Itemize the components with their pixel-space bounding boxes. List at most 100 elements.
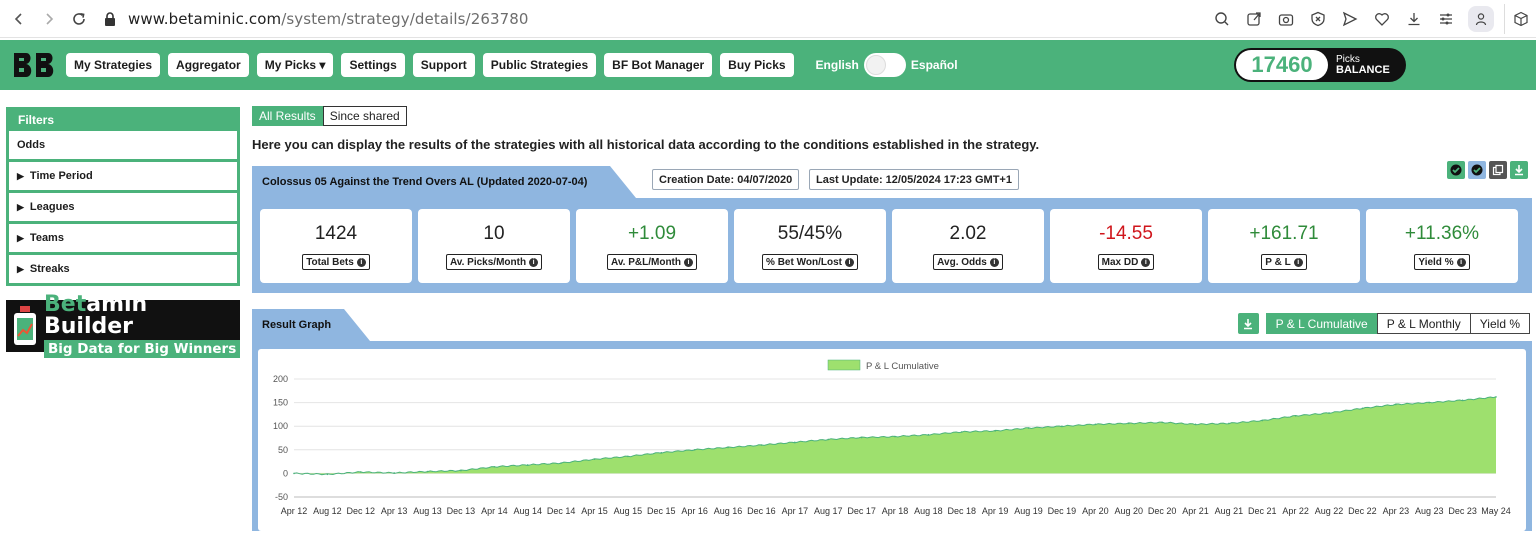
language-toggle[interactable]: [863, 53, 906, 77]
data-point: [1228, 422, 1230, 425]
stat-value: 1424: [314, 223, 358, 244]
heart-icon[interactable]: [1366, 4, 1398, 34]
yield-button[interactable]: Yield %: [1469, 313, 1530, 334]
filter-label: Streaks: [29, 263, 70, 275]
stat-label[interactable]: Avg. Odds i: [933, 254, 1003, 270]
check-shared-icon[interactable]: [1468, 161, 1486, 179]
data-point: [460, 469, 462, 472]
nav-public-strategies-button[interactable]: Public Strategies: [482, 53, 597, 77]
chart-panel: -50 0 50 100 150 200 Apr 12 Aug 12 Dec 12 Apr 13 A…: [252, 341, 1532, 531]
data-point: [1395, 403, 1397, 406]
filter-time-period[interactable]: ▶ Time Period: [9, 162, 237, 190]
profile-icon[interactable]: [1468, 6, 1494, 32]
data-point: [860, 436, 863, 439]
x-tick-label: Apr 21: [1182, 506, 1209, 516]
x-tick-label: Dec 13: [447, 506, 476, 516]
stat-label[interactable]: Av. P&L/Month i: [607, 254, 697, 270]
stat-label[interactable]: % Bet Won/Lost i: [762, 254, 858, 270]
stat-value: -14.55: [1099, 223, 1153, 244]
stat-label[interactable]: Total Bets i: [302, 254, 370, 270]
bottle-chart-icon: [6, 300, 44, 352]
caret-right-icon: ▶: [17, 232, 24, 243]
data-point: [1428, 401, 1431, 404]
filter-streaks[interactable]: ▶ Streaks: [9, 255, 237, 283]
pl-cumulative-button[interactable]: P & L Cumulative: [1265, 313, 1378, 334]
nav-my-picks-dropdown[interactable]: My Picks ▾: [256, 53, 334, 77]
nav-settings-button[interactable]: Settings: [341, 53, 405, 77]
stat-label[interactable]: Max DD i: [1097, 254, 1155, 270]
info-icon[interactable]: i: [684, 257, 693, 267]
last-update: Last Update: 12/05/2024 17:23 GMT+1: [809, 169, 1019, 190]
x-tick-label: Dec 19: [1048, 506, 1077, 516]
info-icon[interactable]: i: [989, 257, 999, 267]
strategy-bar: Colossus 05 Against the Trend Overs AL (…: [252, 161, 1532, 198]
strategy-actions: [1447, 161, 1528, 179]
betaminic-logo[interactable]: [12, 50, 58, 80]
stat-label-text: Avg. Odds: [937, 256, 987, 268]
data-point: [1495, 396, 1497, 398]
stat-label-text: Max DD: [1101, 256, 1139, 268]
x-tick-label: Aug 22: [1315, 506, 1344, 516]
data-point: [727, 446, 729, 449]
send-icon[interactable]: [1334, 4, 1366, 34]
data-point: [627, 455, 629, 458]
data-point: [426, 470, 429, 473]
data-point: [1194, 423, 1197, 426]
tab-all-results[interactable]: All Results: [252, 106, 323, 126]
chart-area: -50 0 50 100 150 200 Apr 12 Aug 12 Dec 12 Apr 13 A…: [258, 349, 1526, 531]
betamin-builder-banner[interactable]: Betamin Builder Big Data for Big Winners: [6, 294, 240, 358]
info-icon[interactable]: i: [529, 257, 539, 267]
share-icon[interactable]: [1238, 4, 1270, 34]
tab-since-shared[interactable]: Since shared: [322, 106, 407, 126]
sliders-icon[interactable]: [1430, 4, 1462, 34]
pl-monthly-button[interactable]: P & L Monthly: [1376, 313, 1471, 334]
check-icon[interactable]: [1447, 161, 1465, 179]
stat-card: 10 Av. Picks/Month i: [418, 209, 570, 283]
forward-icon[interactable]: [34, 4, 64, 34]
toggle-knob: [865, 55, 886, 75]
reload-icon[interactable]: [64, 4, 94, 34]
nav-aggregator-button[interactable]: Aggregator: [168, 53, 249, 77]
data-point: [994, 430, 996, 432]
camera-icon[interactable]: [1270, 4, 1302, 34]
nav-support-button[interactable]: Support: [412, 53, 475, 77]
nav-buy-picks-button[interactable]: Buy Picks: [720, 53, 794, 77]
nav-bf-bot-manager-button[interactable]: BF Bot Manager: [604, 53, 713, 77]
series-area: [294, 396, 1496, 475]
stat-card: 55/45% % Bet Won/Lost i: [734, 209, 886, 283]
stat-label[interactable]: Yield % i: [1414, 254, 1470, 270]
filter-odds[interactable]: Odds: [9, 131, 237, 159]
filter-teams[interactable]: ▶ Teams: [9, 224, 237, 252]
info-icon[interactable]: i: [844, 257, 854, 267]
filters-title: Filters: [18, 113, 55, 127]
x-tick-label: Dec 18: [948, 506, 977, 516]
y-tick-label: 50: [278, 445, 288, 455]
extensions-icon[interactable]: [1504, 4, 1536, 34]
address-bar[interactable]: www.betaminic.com/system/strategy/detail…: [102, 10, 529, 28]
download-icon[interactable]: [1398, 4, 1430, 34]
picks-balance[interactable]: 17460 Picks BALANCE: [1234, 48, 1406, 82]
stat-label-text: Yield %: [1418, 256, 1454, 268]
back-icon[interactable]: [4, 4, 34, 34]
nav-my-strategies-button[interactable]: My Strategies: [66, 53, 161, 77]
info-icon[interactable]: i: [356, 257, 366, 267]
filter-leagues[interactable]: ▶ Leagues: [9, 193, 237, 221]
info-icon[interactable]: i: [1456, 257, 1466, 267]
info-icon[interactable]: i: [1141, 257, 1151, 267]
copy-icon[interactable]: [1489, 161, 1507, 179]
data-point: [593, 458, 596, 461]
shield-icon[interactable]: [1302, 4, 1334, 34]
info-icon[interactable]: i: [1293, 257, 1303, 267]
data-point: [293, 472, 295, 475]
balance-value: 17460: [1236, 50, 1328, 80]
graph-download-icon[interactable]: [1237, 313, 1259, 334]
download-icon[interactable]: [1510, 161, 1528, 179]
stat-label-text: Total Bets: [306, 256, 354, 268]
zoom-icon[interactable]: [1206, 4, 1238, 34]
filter-label: Leagues: [29, 201, 75, 213]
lock-icon: [102, 11, 118, 27]
balance-label: Picks BALANCE: [1336, 54, 1390, 76]
stat-label[interactable]: Av. Picks/Month i: [445, 254, 543, 270]
